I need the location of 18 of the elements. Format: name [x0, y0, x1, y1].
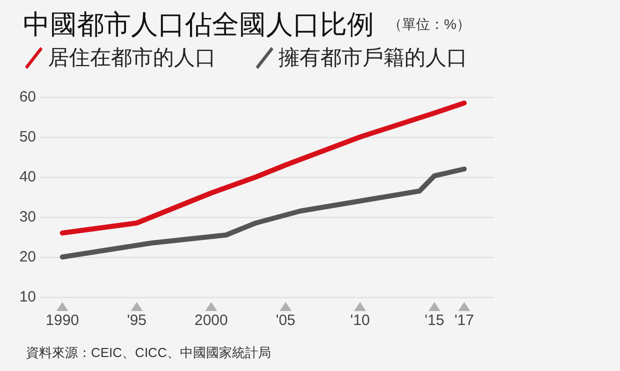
- legend-label: 擁有都市戶籍的人口: [278, 46, 468, 70]
- x-tick-label: '17: [454, 312, 474, 329]
- source-note: 資料來源：CEIC、CICC、中國國家統計局: [26, 345, 271, 360]
- chart-title: 中國都市人口佔全國人口比例: [23, 10, 374, 40]
- x-tick-label: '10: [350, 312, 370, 329]
- y-tick-label: 60: [19, 88, 36, 106]
- x-tick-label: '15: [424, 312, 444, 329]
- y-tick-label: 10: [19, 288, 36, 306]
- chart-subtitle: （單位：%）: [388, 16, 470, 32]
- y-tick-label: 20: [19, 248, 36, 266]
- x-tick-label: '05: [276, 312, 296, 329]
- x-tick-label: 2000: [194, 312, 228, 329]
- y-tick-label: 30: [19, 208, 36, 226]
- x-tick-label: 1990: [46, 312, 80, 329]
- y-tick-label: 50: [19, 128, 36, 146]
- legend-label: 居住在都市的人口: [48, 46, 216, 70]
- x-tick-label: '95: [126, 312, 147, 329]
- y-tick-label: 40: [19, 168, 36, 186]
